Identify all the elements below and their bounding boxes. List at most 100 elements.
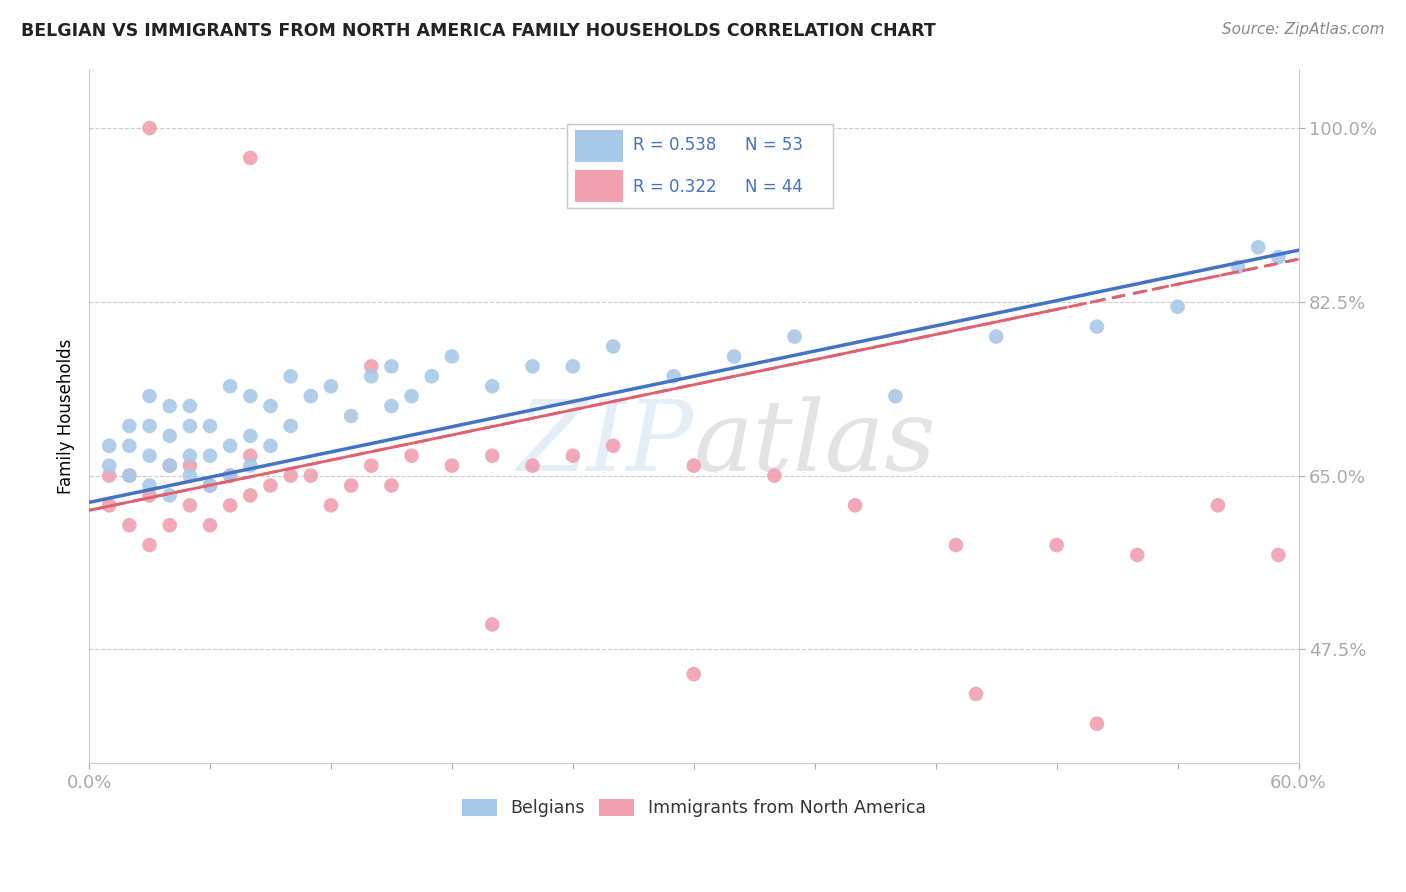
Point: [561, 359, 583, 374]
Point: [198, 418, 221, 433]
Point: [380, 478, 402, 492]
Point: [986, 329, 1008, 343]
Point: [723, 350, 745, 364]
Point: [239, 488, 262, 502]
Point: [138, 449, 160, 463]
Point: [1085, 319, 1108, 334]
Point: [159, 518, 181, 533]
Point: [198, 478, 221, 492]
Point: [1267, 250, 1289, 264]
Point: [118, 518, 141, 533]
Point: [219, 439, 242, 453]
Point: [360, 458, 382, 473]
Point: [118, 439, 141, 453]
Point: [179, 499, 201, 513]
Point: [259, 399, 281, 413]
Point: [118, 468, 141, 483]
Point: [1126, 548, 1149, 562]
Point: [179, 418, 201, 433]
Point: [1227, 260, 1250, 274]
Point: [561, 449, 583, 463]
Point: [884, 389, 907, 403]
Legend: Belgians, Immigrants from North America: Belgians, Immigrants from North America: [456, 791, 932, 824]
Point: [481, 617, 503, 632]
Point: [319, 499, 342, 513]
Point: [481, 449, 503, 463]
Point: [198, 518, 221, 533]
Point: [340, 478, 363, 492]
Point: [138, 389, 160, 403]
Point: [340, 409, 363, 423]
Text: Source: ZipAtlas.com: Source: ZipAtlas.com: [1222, 22, 1385, 37]
Point: [198, 478, 221, 492]
Point: [219, 499, 242, 513]
Text: atlas: atlas: [693, 396, 936, 491]
Point: [440, 458, 463, 473]
Point: [1247, 240, 1270, 254]
Point: [380, 399, 402, 413]
Point: [280, 468, 302, 483]
Point: [98, 439, 121, 453]
Point: [280, 418, 302, 433]
Point: [239, 449, 262, 463]
Point: [179, 399, 201, 413]
Point: [440, 350, 463, 364]
Point: [198, 449, 221, 463]
Point: [299, 468, 322, 483]
Point: [481, 379, 503, 393]
Point: [239, 458, 262, 473]
Point: [299, 389, 322, 403]
Point: [1085, 716, 1108, 731]
Point: [138, 488, 160, 502]
Point: [844, 499, 866, 513]
Point: [259, 439, 281, 453]
Point: [219, 379, 242, 393]
Point: [159, 458, 181, 473]
Point: [98, 499, 121, 513]
Point: [602, 339, 624, 353]
Point: [360, 359, 382, 374]
Point: [319, 379, 342, 393]
Point: [1267, 548, 1289, 562]
Point: [783, 329, 806, 343]
Point: [138, 538, 160, 552]
Point: [1167, 300, 1189, 314]
Point: [682, 667, 704, 681]
Point: [239, 151, 262, 165]
Point: [259, 478, 281, 492]
Point: [763, 468, 786, 483]
Point: [138, 418, 160, 433]
Text: ZIP: ZIP: [517, 396, 693, 491]
Y-axis label: Family Households: Family Households: [58, 338, 75, 493]
Point: [159, 488, 181, 502]
Point: [1206, 499, 1229, 513]
Point: [239, 429, 262, 443]
Point: [602, 439, 624, 453]
Point: [159, 399, 181, 413]
Point: [380, 359, 402, 374]
Point: [179, 458, 201, 473]
Point: [138, 121, 160, 136]
Point: [682, 458, 704, 473]
Point: [98, 458, 121, 473]
Point: [360, 369, 382, 384]
Point: [945, 538, 967, 552]
Point: [159, 458, 181, 473]
Text: BELGIAN VS IMMIGRANTS FROM NORTH AMERICA FAMILY HOUSEHOLDS CORRELATION CHART: BELGIAN VS IMMIGRANTS FROM NORTH AMERICA…: [21, 22, 936, 40]
Point: [118, 418, 141, 433]
Point: [98, 468, 121, 483]
Point: [118, 468, 141, 483]
Point: [522, 359, 544, 374]
Point: [522, 458, 544, 473]
Point: [662, 369, 685, 384]
Point: [401, 389, 423, 403]
Point: [420, 369, 443, 384]
Point: [219, 468, 242, 483]
Point: [179, 468, 201, 483]
Point: [159, 429, 181, 443]
Point: [219, 468, 242, 483]
Point: [965, 687, 987, 701]
Point: [138, 478, 160, 492]
Point: [179, 449, 201, 463]
Point: [401, 449, 423, 463]
